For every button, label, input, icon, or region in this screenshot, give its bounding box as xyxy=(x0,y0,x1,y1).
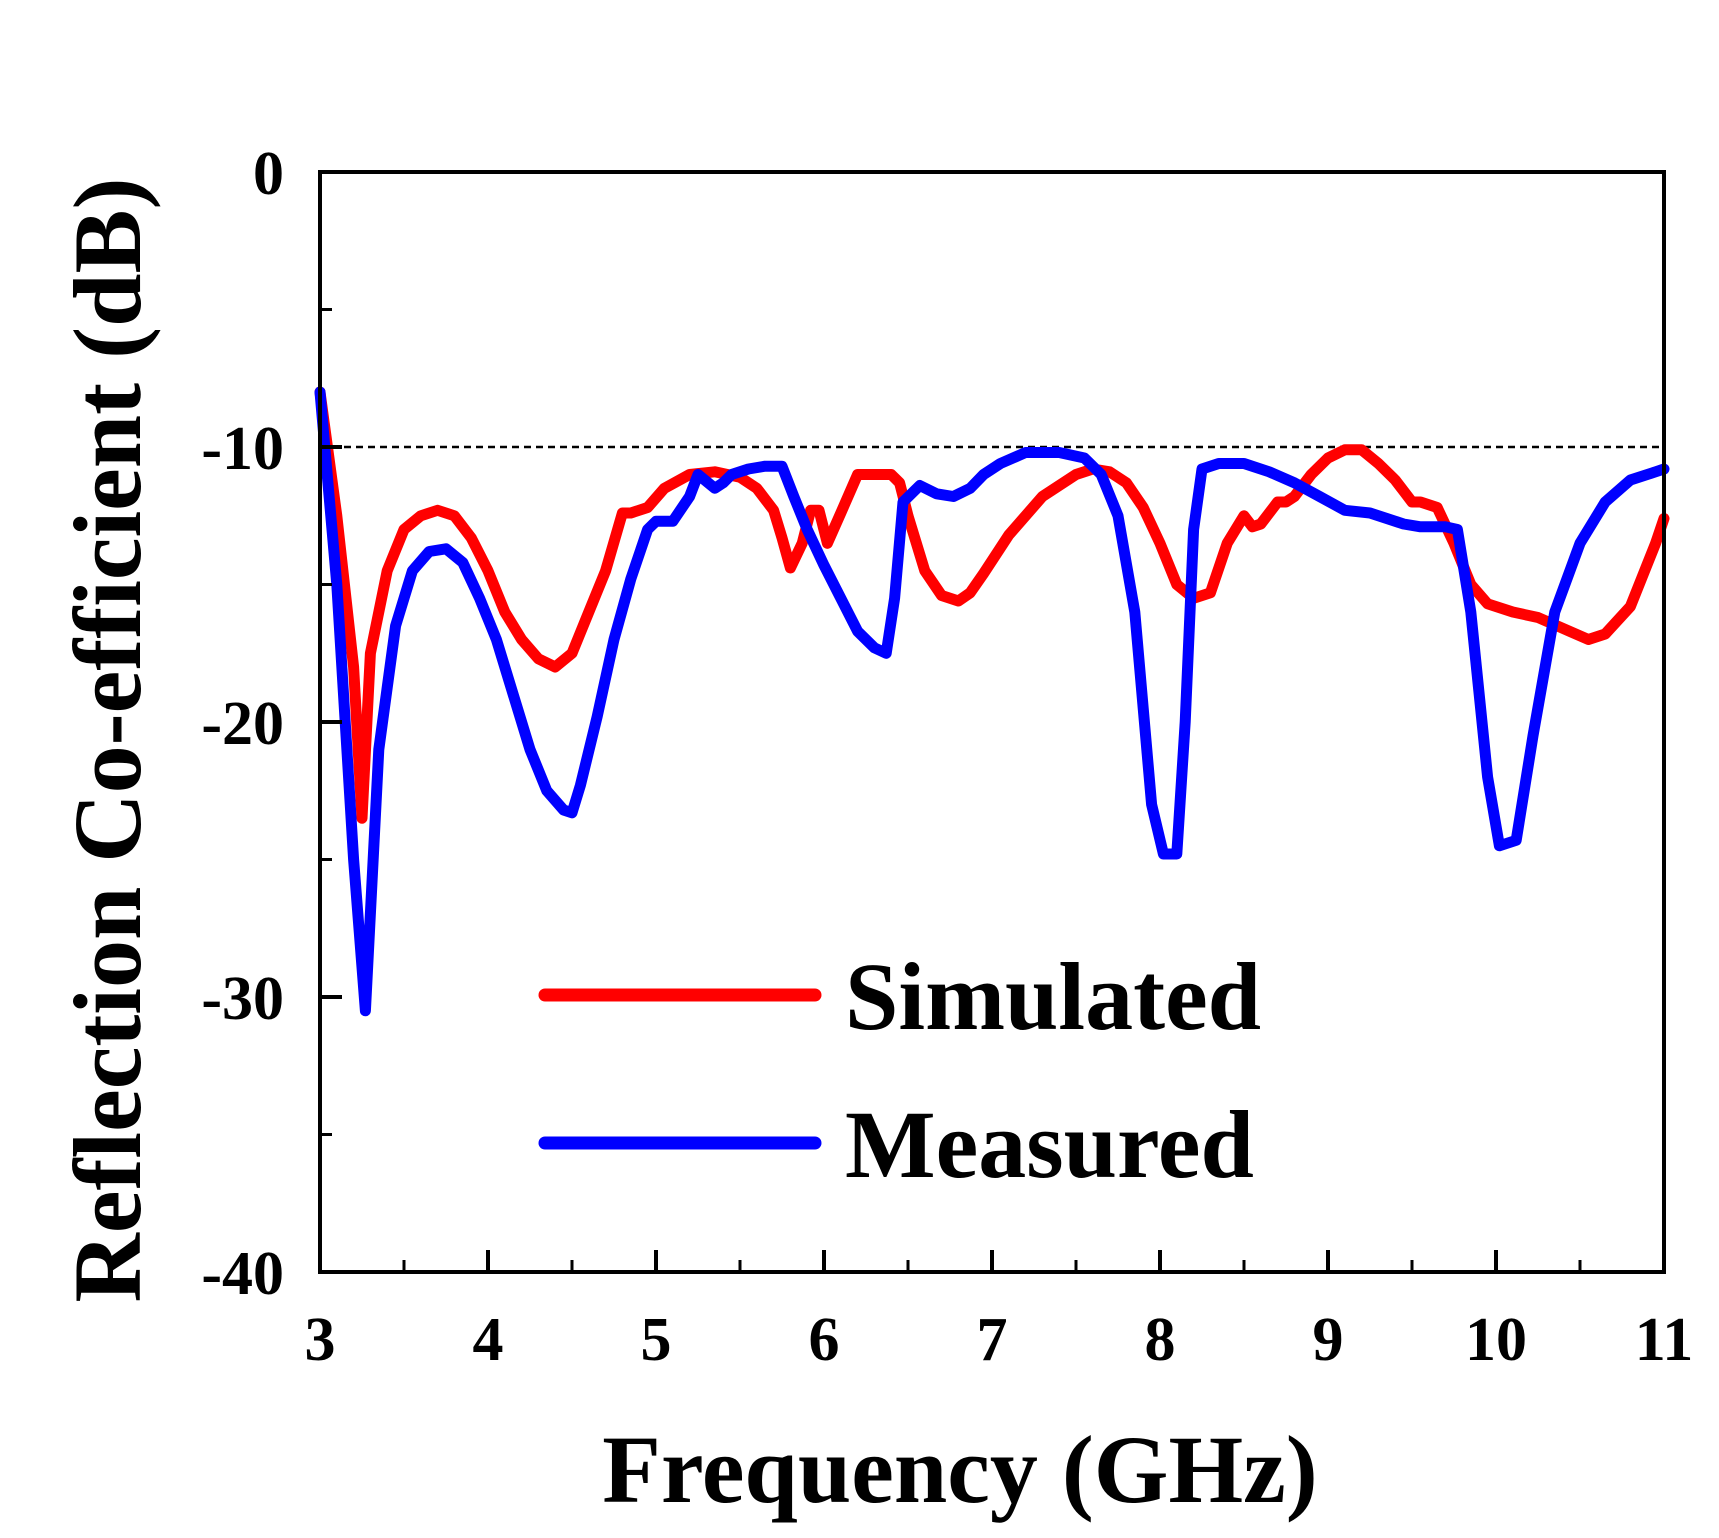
x-tick-label: 11 xyxy=(1635,1306,1694,1374)
legend-label-measured: Measured xyxy=(845,1091,1254,1198)
x-tick-label: 9 xyxy=(1313,1306,1344,1374)
legend: Simulated Measured xyxy=(538,943,1261,1198)
x-tick-label: 3 xyxy=(305,1306,336,1374)
legend-label-simulated: Simulated xyxy=(845,943,1261,1050)
x-tick-label: 5 xyxy=(641,1306,672,1374)
x-axis-title: Frequency (GHz) xyxy=(602,1416,1317,1523)
x-tick-label: 6 xyxy=(809,1306,840,1374)
y-tick-label: -10 xyxy=(201,415,284,483)
x-tick-label: 10 xyxy=(1465,1306,1527,1374)
series-line-simulated xyxy=(314,386,1670,824)
x-tick-label: 7 xyxy=(977,1306,1008,1374)
series-line-measured xyxy=(314,386,1670,1017)
y-axis-title: Reflection Co-efficient (dB) xyxy=(54,178,161,1303)
y-tick-label: -20 xyxy=(201,690,284,758)
axes-ticks: 3 4 5 6 7 8 9 10 11 0 -10 -20 -30 -40 xyxy=(201,140,1693,1374)
y-tick-label: 0 xyxy=(253,140,284,208)
series-layer xyxy=(314,386,1670,1017)
axis-titles: Frequency (GHz) Reflection Co-efficient (… xyxy=(54,178,1318,1523)
y-tick-label: -30 xyxy=(201,965,284,1033)
x-tick-label: 8 xyxy=(1145,1306,1176,1374)
y-tick-label: -40 xyxy=(201,1240,284,1308)
x-tick-label: 4 xyxy=(473,1306,504,1374)
